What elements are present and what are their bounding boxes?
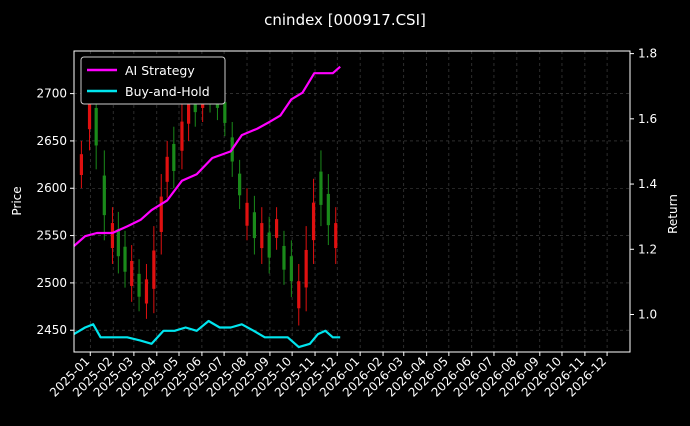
y-right-tick-label: 1.2 bbox=[638, 242, 657, 256]
chart-title: cnindex [000917.CSI] bbox=[264, 11, 426, 29]
candle-body bbox=[79, 154, 83, 175]
candle-body bbox=[180, 121, 184, 151]
candle-body bbox=[187, 96, 191, 124]
candle-body bbox=[304, 249, 308, 288]
candle-body bbox=[282, 245, 286, 270]
candlesticks bbox=[79, 71, 338, 326]
legend-label-ai-strategy: AI Strategy bbox=[125, 63, 195, 78]
plot-frame bbox=[73, 50, 631, 353]
candle-body bbox=[110, 223, 115, 249]
candle-body bbox=[252, 212, 257, 239]
candle-body bbox=[87, 95, 92, 130]
series-line-buy-and-hold bbox=[73, 319, 341, 349]
candle-body bbox=[172, 143, 176, 172]
candle-body bbox=[144, 279, 149, 304]
candle-body bbox=[130, 260, 134, 286]
y-right-tick-label: 1.8 bbox=[638, 47, 657, 61]
candle-body bbox=[319, 171, 323, 205]
candle-body bbox=[289, 256, 293, 282]
candle-body bbox=[334, 223, 338, 249]
y-right-tick-label: 1.0 bbox=[638, 307, 657, 321]
candle-body bbox=[297, 281, 301, 309]
candle-body bbox=[94, 107, 98, 146]
candle-body bbox=[223, 102, 227, 123]
candle-body bbox=[159, 196, 163, 232]
candle-body bbox=[152, 250, 156, 289]
legend-label-buy-and-hold: Buy-and-Hold bbox=[125, 84, 210, 99]
candle-body bbox=[137, 273, 141, 297]
y-left-tick-label: 2650 bbox=[36, 134, 67, 148]
y-axis-left-label: Price bbox=[10, 186, 24, 215]
candle-body bbox=[267, 232, 271, 258]
y-axis-right-label: Return bbox=[666, 194, 680, 234]
candle-body bbox=[102, 175, 106, 216]
candle-body bbox=[245, 202, 249, 226]
candle-body bbox=[260, 223, 264, 249]
candle-body bbox=[238, 173, 242, 196]
candle-body bbox=[311, 202, 316, 241]
candle-body bbox=[123, 246, 127, 272]
candle-body bbox=[274, 219, 279, 238]
series-line-ai-strategy bbox=[73, 65, 341, 247]
candle-body bbox=[165, 156, 169, 182]
y-left-tick-label: 2450 bbox=[36, 323, 67, 337]
y-left-tick-label: 2500 bbox=[36, 276, 67, 290]
legend: AI Strategy Buy-and-Hold bbox=[80, 56, 226, 105]
y-right-tick-label: 1.4 bbox=[638, 177, 657, 191]
y-left-tick-label: 2550 bbox=[36, 229, 67, 243]
y-left-tick-label: 2700 bbox=[36, 87, 67, 101]
candle-body bbox=[326, 193, 330, 226]
y-right-tick-label: 1.6 bbox=[638, 112, 657, 126]
return-series bbox=[73, 65, 341, 349]
candle-body bbox=[116, 229, 120, 257]
y-left-tick-label: 2600 bbox=[36, 181, 67, 195]
